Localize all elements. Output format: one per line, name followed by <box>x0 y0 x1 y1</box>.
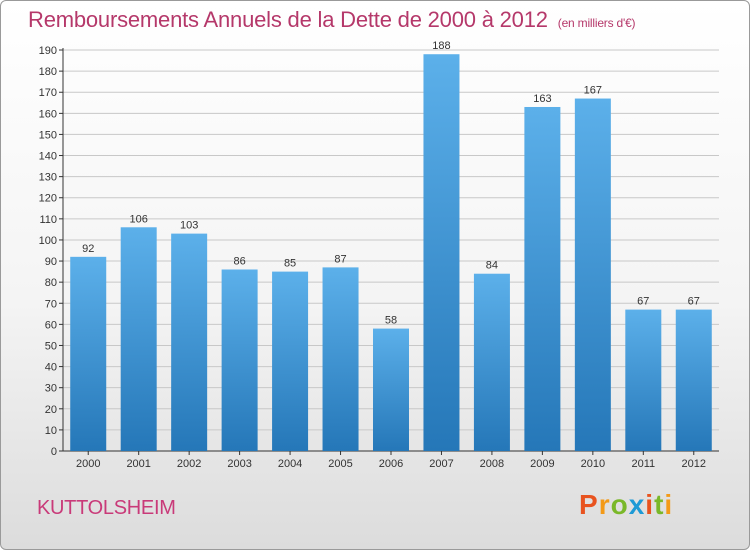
bar-value-label: 188 <box>432 40 450 52</box>
x-tick-label: 2002 <box>177 458 201 470</box>
x-tick-label: 2012 <box>682 458 706 470</box>
x-tick-label: 2005 <box>328 458 352 470</box>
y-tick-label: 90 <box>45 256 57 268</box>
bar <box>221 269 258 451</box>
x-tick-label: 2006 <box>379 458 403 470</box>
bar-value-label: 67 <box>688 296 700 308</box>
bar <box>322 267 359 451</box>
bar-value-label: 86 <box>233 255 245 267</box>
bar-value-label: 85 <box>284 258 296 270</box>
y-tick-label: 30 <box>45 383 57 395</box>
y-tick-label: 110 <box>39 214 57 226</box>
y-tick-label: 100 <box>39 235 57 247</box>
y-tick-label: 20 <box>45 404 57 416</box>
bar <box>675 309 712 451</box>
y-tick-label: 50 <box>45 340 57 352</box>
logo-letter: t <box>654 489 665 520</box>
y-tick-label: 130 <box>39 172 57 184</box>
x-tick-label: 2001 <box>126 458 150 470</box>
x-tick-label: 2007 <box>429 458 453 470</box>
y-tick-label: 170 <box>39 87 57 99</box>
bar-value-label: 92 <box>82 243 94 255</box>
bar-value-label: 67 <box>637 296 649 308</box>
bar-value-label: 58 <box>385 315 397 327</box>
y-tick-label: 10 <box>45 425 57 437</box>
bar-value-label: 167 <box>584 85 602 97</box>
bar <box>272 271 309 451</box>
y-tick-label: 120 <box>39 193 57 205</box>
logo-letter: i <box>664 489 674 520</box>
y-tick-label: 40 <box>45 362 57 374</box>
y-tick-label: 150 <box>39 129 57 141</box>
x-tick-label: 2010 <box>581 458 605 470</box>
bar <box>574 98 611 451</box>
y-tick-label: 160 <box>39 108 57 120</box>
bar <box>473 273 510 451</box>
commune-name: KUTTOLSHEIM <box>37 497 176 519</box>
y-tick-label: 0 <box>51 446 57 458</box>
bar <box>171 233 208 451</box>
y-tick-label: 80 <box>45 277 57 289</box>
x-tick-label: 2011 <box>631 458 655 470</box>
chart-title: Remboursements Annuels de la Dette de 20… <box>28 7 636 33</box>
bar <box>423 54 460 451</box>
x-tick-label: 2008 <box>480 458 504 470</box>
logo-letter: r <box>598 489 611 520</box>
proxiti-logo: Proxiti <box>579 489 673 521</box>
y-tick-label: 60 <box>45 319 57 331</box>
logo-letter: i <box>645 489 655 520</box>
title-text: Remboursements Annuels de la Dette de 20… <box>28 7 548 32</box>
bar-value-label: 103 <box>180 220 198 232</box>
bar-value-label: 106 <box>130 213 148 225</box>
x-tick-label: 2000 <box>76 458 100 470</box>
y-tick-label: 180 <box>39 66 57 78</box>
x-tick-label: 2009 <box>530 458 554 470</box>
y-tick-label: 190 <box>39 45 57 57</box>
logo-letter: P <box>579 489 599 520</box>
bar <box>373 328 409 451</box>
bar <box>524 106 561 452</box>
y-tick-label: 70 <box>45 298 57 310</box>
bar <box>70 256 107 451</box>
logo-letter: x <box>628 489 646 520</box>
x-tick-label: 2004 <box>278 458 302 470</box>
x-tick-label: 2003 <box>227 458 251 470</box>
bar <box>625 309 662 451</box>
bar <box>120 227 157 451</box>
bar-value-label: 84 <box>486 260 498 272</box>
logo-letter: o <box>610 489 629 520</box>
bar-value-label: 163 <box>533 93 551 105</box>
y-tick-label: 140 <box>39 151 57 163</box>
bar-value-label: 87 <box>334 253 346 265</box>
unit-label: (en milliers d'€) <box>557 16 636 30</box>
